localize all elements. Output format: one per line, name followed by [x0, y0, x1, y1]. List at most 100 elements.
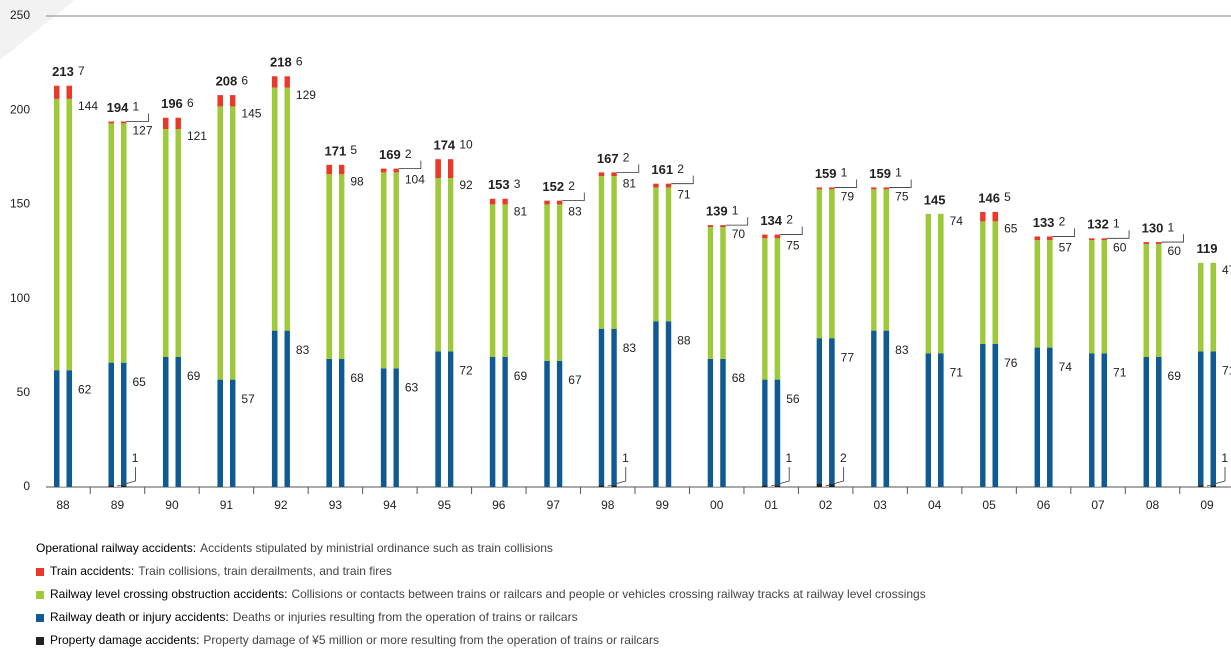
value-label: 57 — [1059, 240, 1073, 254]
bar-segment — [980, 343, 999, 487]
bar-segment — [1089, 240, 1108, 354]
leader-line — [1161, 234, 1184, 243]
value-label: 2 — [1059, 215, 1066, 229]
bar-segment — [1034, 240, 1053, 348]
bar-segment — [598, 485, 617, 487]
bar-segment — [816, 189, 835, 339]
bar-segment — [108, 121, 127, 124]
legend-name: Property damage accidents: — [50, 633, 199, 647]
bar-segment — [1198, 262, 1216, 352]
bar-segment — [707, 227, 726, 359]
value-label: 67 — [568, 373, 582, 387]
bar-segment — [435, 351, 454, 487]
bar-segment — [980, 221, 999, 344]
value-label: 5 — [1004, 190, 1011, 204]
legend-swatch — [36, 614, 44, 622]
value-label: 1 — [132, 100, 139, 114]
total-label: 145 — [924, 192, 946, 207]
bar-segment — [1034, 236, 1053, 241]
total-label: 119 — [1197, 241, 1218, 256]
x-tick-label: 99 — [656, 498, 670, 512]
corner-decoration — [0, 0, 75, 60]
bar-segment — [108, 485, 127, 487]
value-label: 68 — [350, 371, 364, 385]
bar-segment — [1034, 347, 1053, 487]
y-tick-label: 200 — [10, 102, 30, 116]
bar-segment — [54, 85, 72, 99]
bar-segment — [925, 353, 944, 487]
value-label: 10 — [459, 137, 473, 151]
total-label: 213 — [52, 64, 74, 79]
bar-segment — [162, 129, 181, 358]
bar-segment — [816, 338, 835, 484]
total-label: 139 — [706, 204, 728, 219]
x-tick-label: 92 — [274, 498, 288, 512]
value-label: 1 — [1168, 220, 1175, 234]
bar-segment — [271, 76, 290, 88]
leader-line — [889, 179, 912, 188]
value-label: 60 — [1113, 240, 1127, 254]
legend-note: Operational railway accidents: Accidents … — [36, 541, 553, 555]
y-tick-label: 250 — [10, 8, 30, 22]
value-label: 72 — [459, 364, 473, 378]
bar-segment — [162, 117, 181, 130]
value-label: 2 — [840, 451, 847, 465]
value-label: 98 — [350, 174, 364, 188]
legend-entry: Railway death or injury accidents: Deaths… — [50, 610, 578, 624]
y-tick-label: 150 — [10, 197, 30, 211]
value-label: 1 — [786, 451, 793, 465]
x-tick-label: 05 — [982, 498, 996, 512]
value-label: 2 — [405, 147, 412, 161]
value-label: 74 — [1059, 360, 1073, 374]
leader-line — [126, 113, 149, 122]
total-label: 167 — [597, 151, 619, 166]
x-tick-label: 03 — [873, 498, 887, 512]
value-label: 77 — [841, 350, 855, 364]
legend-description: Train collisions, train derailments, and… — [138, 564, 392, 578]
x-tick-label: 97 — [547, 498, 561, 512]
bar-segment — [1198, 485, 1216, 487]
bar-segment — [653, 187, 672, 322]
legend-entry: Property damage accidents: Property damag… — [50, 633, 659, 647]
value-label: 127 — [132, 124, 152, 138]
value-label: 79 — [841, 189, 855, 203]
x-tick-label: 04 — [928, 498, 942, 512]
legend-description: Deaths or injuries resulting from the op… — [233, 610, 578, 624]
leader-line — [834, 179, 858, 188]
value-label: 83 — [296, 343, 310, 357]
value-label: 63 — [405, 380, 419, 394]
total-label: 153 — [488, 177, 510, 192]
leader-line — [780, 226, 803, 235]
total-label: 208 — [216, 74, 238, 89]
value-label: 60 — [1168, 244, 1182, 258]
leader-line — [825, 467, 845, 487]
total-label: 218 — [270, 55, 292, 70]
bar-segment — [707, 358, 726, 487]
value-label: 1 — [732, 203, 739, 217]
bar-segment — [1143, 243, 1162, 358]
value-label: 75 — [786, 238, 800, 252]
value-label: 2 — [623, 151, 630, 165]
bar-segment — [108, 123, 127, 363]
value-label: 83 — [623, 341, 637, 355]
total-label: 174 — [433, 138, 455, 153]
value-label: 83 — [568, 205, 582, 219]
value-label: 6 — [296, 54, 303, 68]
value-label: 75 — [895, 189, 909, 203]
total-label: 171 — [325, 143, 347, 158]
bar-segment — [271, 87, 290, 331]
value-label: 68 — [732, 371, 746, 385]
bar-segment — [380, 172, 399, 369]
bar-segment — [380, 368, 399, 487]
value-label: 69 — [1168, 369, 1182, 383]
leader-line — [1107, 230, 1130, 239]
x-tick-label: 09 — [1200, 498, 1214, 512]
y-tick-label: 50 — [17, 385, 31, 399]
value-label: 1 — [1221, 451, 1228, 465]
bar-segment — [217, 379, 236, 487]
value-label: 74 — [950, 214, 964, 228]
legend-entry: Railway level crossing obstruction accid… — [50, 587, 926, 601]
bar-segment — [217, 95, 236, 107]
bar-segment — [925, 213, 944, 354]
total-label: 159 — [815, 166, 837, 181]
